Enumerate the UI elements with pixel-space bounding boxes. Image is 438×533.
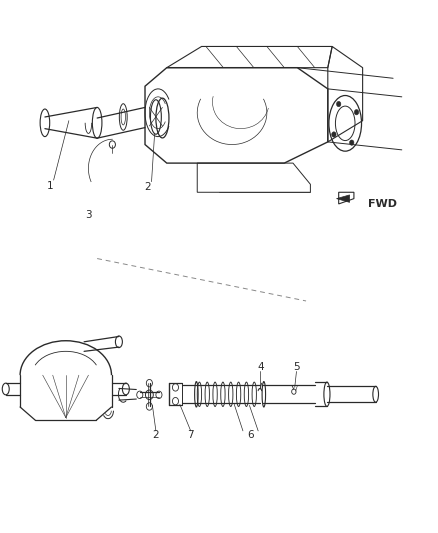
Text: 6: 6 — [247, 430, 254, 440]
Text: 3: 3 — [85, 209, 92, 220]
Text: 2: 2 — [152, 430, 159, 440]
Circle shape — [332, 132, 336, 137]
Polygon shape — [336, 195, 350, 203]
Circle shape — [350, 140, 354, 146]
Text: 4: 4 — [257, 362, 264, 372]
Text: FWD: FWD — [368, 199, 397, 209]
Text: 2: 2 — [145, 182, 152, 192]
Text: 7: 7 — [187, 430, 194, 440]
Text: 5: 5 — [293, 362, 300, 372]
Text: 1: 1 — [47, 181, 53, 191]
Circle shape — [336, 101, 341, 107]
Circle shape — [354, 110, 359, 115]
